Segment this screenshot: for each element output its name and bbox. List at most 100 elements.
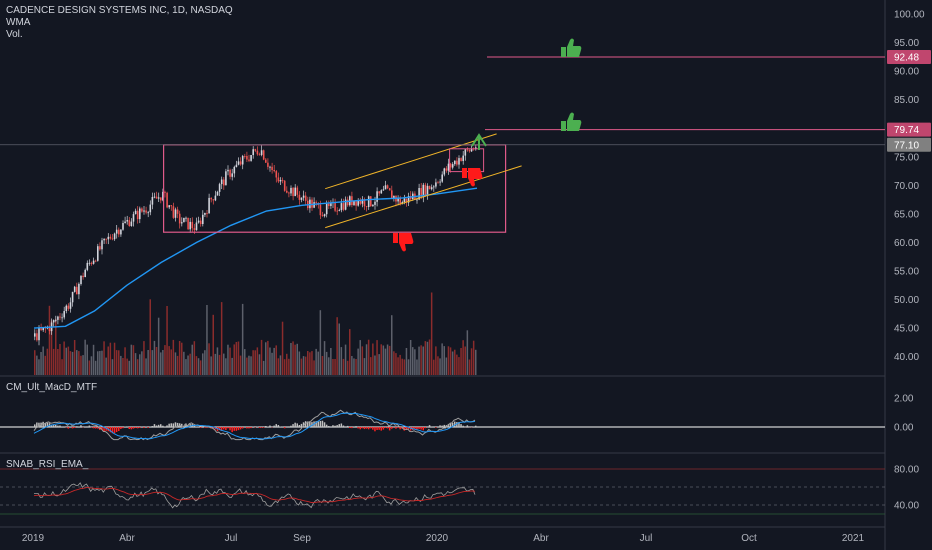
macd-hist-bar — [189, 424, 191, 427]
volume-bar — [346, 360, 349, 375]
candle-body — [220, 179, 223, 185]
volume-bar — [174, 352, 177, 375]
volume-bar — [323, 341, 326, 375]
macd-hist-bar — [172, 423, 175, 427]
y-tick-label: 40.00 — [894, 352, 919, 363]
macd-y-tick-label: 0.00 — [894, 423, 914, 434]
volume-bar — [470, 348, 473, 375]
macd-hist-bar — [239, 427, 242, 430]
volume-bar — [298, 351, 301, 375]
volume-bar — [147, 350, 149, 375]
macd-hist-bar — [363, 427, 366, 430]
macd-hist-bar — [321, 420, 324, 427]
candle-body — [86, 262, 89, 270]
candle-body — [61, 317, 63, 319]
macd-hist-bar — [466, 425, 469, 427]
candle-body — [99, 246, 101, 250]
volume-bar — [132, 345, 135, 375]
volume-bar — [380, 344, 382, 375]
wma-line — [33, 187, 478, 329]
macd-hist-bar — [296, 423, 298, 427]
candle-body — [67, 305, 70, 309]
macd-hist-bar — [422, 427, 424, 431]
macd-hist-bar — [193, 425, 196, 427]
candle-body — [36, 333, 38, 341]
candle-body — [359, 200, 362, 204]
candle-body — [210, 197, 212, 200]
candle-body — [206, 213, 208, 214]
macd-pane-label[interactable]: CM_Ult_MacD_MTF — [6, 382, 98, 393]
indicator-volume-label[interactable]: Vol. — [6, 29, 23, 40]
candle-body — [313, 202, 315, 208]
volume-bar — [80, 355, 82, 375]
volume-bar — [162, 350, 164, 375]
macd-hist-bar — [367, 427, 370, 430]
y-tick-label: 50.00 — [894, 295, 919, 306]
macd-hist-bar — [246, 427, 248, 429]
candle-body — [233, 166, 236, 174]
macd-hist-bar — [302, 422, 305, 427]
volume-bar — [168, 346, 170, 375]
thumb-hand — [468, 168, 483, 187]
candle-body — [115, 229, 118, 234]
candle-body — [470, 148, 473, 152]
macd-hist-bar — [229, 427, 231, 431]
volume-bar — [391, 315, 393, 375]
macd-hist-bar — [424, 427, 427, 429]
candle-body — [229, 169, 231, 177]
macd-hist-bar — [36, 422, 38, 427]
volume-bar — [256, 347, 259, 375]
volume-bar — [260, 339, 263, 375]
macd-hist-bar — [456, 422, 458, 427]
volume-bar — [288, 358, 290, 375]
volume-bar — [164, 345, 166, 375]
rsi-pane-label[interactable]: SNAB_RSI_EMA_ — [6, 459, 89, 470]
candle-body — [296, 187, 299, 195]
volume-bar — [418, 346, 420, 375]
thumbs-up-icon — [561, 38, 582, 57]
macd-hist-bar — [319, 421, 322, 427]
macd-hist-bar — [265, 426, 267, 427]
volume-bar — [244, 349, 246, 375]
candle-body — [445, 168, 448, 171]
candle-body — [185, 217, 187, 219]
candle-body — [374, 201, 376, 205]
volume-bar — [414, 349, 416, 375]
y-tick-label: 75.00 — [894, 152, 919, 163]
candle-body — [130, 221, 133, 226]
symbol-title[interactable]: CADENCE DESIGN SYSTEMS INC, 1D, NASDAQ — [6, 5, 233, 16]
volume-bar — [309, 352, 311, 375]
volume-bar — [189, 353, 191, 375]
candle-body — [357, 200, 359, 206]
candle-body — [160, 197, 162, 201]
macd-hist-bar — [139, 427, 141, 428]
indicator-wma-label[interactable]: WMA — [6, 17, 31, 28]
candle-body — [164, 191, 166, 193]
candle-body — [204, 213, 206, 215]
volume-bar — [307, 351, 309, 375]
candle-body — [178, 213, 181, 224]
macd-hist-bar — [435, 427, 437, 428]
candle-body — [55, 319, 57, 321]
macd-hist-bar — [311, 422, 313, 427]
volume-bar — [69, 351, 72, 375]
candle-body — [273, 170, 275, 172]
candle-body — [59, 316, 61, 318]
macd-hist-bar — [441, 425, 443, 427]
volume-bar — [286, 353, 288, 375]
macd-hist-bar — [97, 427, 99, 429]
volume-bar — [105, 357, 107, 375]
candle-body — [403, 198, 406, 202]
macd-hist-bar — [151, 426, 154, 427]
macd-hist-bar — [399, 427, 401, 430]
macd-hist-bar — [174, 422, 177, 427]
volume-bar — [317, 351, 319, 375]
volume-bar — [311, 351, 313, 375]
volume-bar — [151, 350, 154, 375]
volume-bar — [170, 349, 172, 375]
volume-bar — [302, 356, 305, 375]
volume-bar — [290, 343, 292, 375]
candle-body — [172, 206, 175, 218]
volume-bar — [40, 352, 42, 375]
